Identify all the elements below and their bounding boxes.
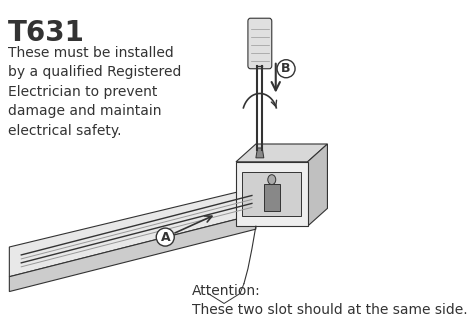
Polygon shape bbox=[308, 144, 328, 226]
FancyBboxPatch shape bbox=[236, 162, 308, 226]
Polygon shape bbox=[9, 188, 256, 277]
Polygon shape bbox=[9, 214, 256, 292]
Text: A: A bbox=[160, 231, 170, 244]
FancyBboxPatch shape bbox=[264, 184, 280, 211]
Text: T631: T631 bbox=[8, 19, 85, 47]
Polygon shape bbox=[256, 148, 264, 158]
FancyBboxPatch shape bbox=[248, 18, 272, 69]
FancyBboxPatch shape bbox=[242, 172, 301, 216]
Polygon shape bbox=[236, 144, 328, 162]
Circle shape bbox=[268, 175, 276, 185]
Text: B: B bbox=[281, 62, 291, 75]
Text: These must be installed
by a qualified Registered
Electrician to prevent
damage : These must be installed by a qualified R… bbox=[8, 46, 181, 138]
Text: Attention:
These two slot should at the same side.: Attention: These two slot should at the … bbox=[192, 284, 468, 317]
